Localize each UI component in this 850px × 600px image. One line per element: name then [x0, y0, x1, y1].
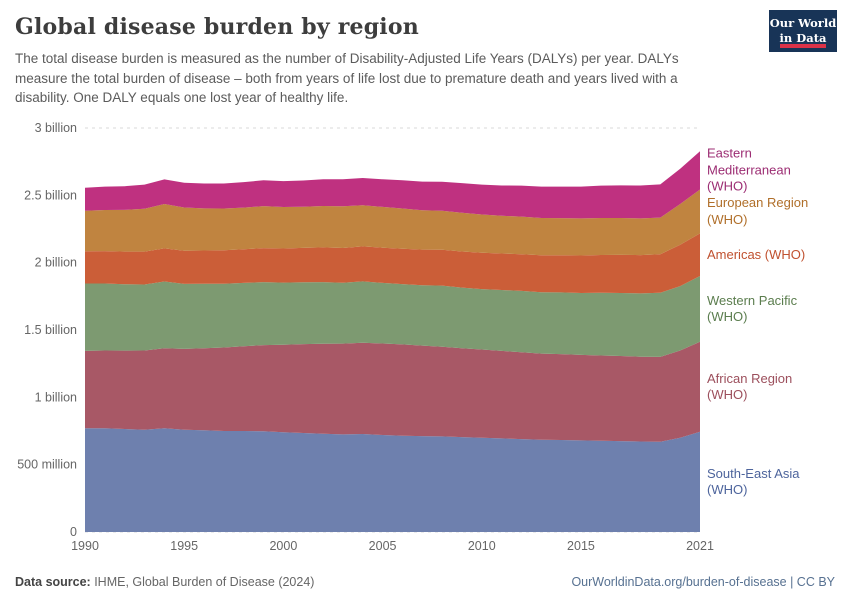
x-tick-label: 2005	[369, 539, 397, 553]
credit-link[interactable]: OurWorldinData.org/burden-of-disease | C…	[571, 575, 835, 589]
data-source: Data source: IHME, Global Burden of Dise…	[15, 575, 314, 589]
data-source-text: IHME, Global Burden of Disease (2024)	[90, 575, 315, 589]
owid-logo[interactable]: Our World in Data	[769, 10, 837, 52]
y-tick-label: 2.5 billion	[24, 188, 77, 202]
x-tick-label: 1990	[71, 539, 99, 553]
y-tick-label: 2 billion	[35, 256, 77, 270]
area-americas[interactable]	[85, 233, 700, 294]
series-legend: South-East Asia (WHO) African Region (WHO…	[707, 0, 833, 600]
chart-subtitle: The total disease burden is measured as …	[15, 51, 679, 106]
chart-header: Global disease burden by region The tota…	[0, 0, 850, 108]
series-label-african-region[interactable]: African Region (WHO)	[707, 370, 793, 402]
x-tick-label: 2015	[567, 539, 595, 553]
x-tick-label: 1995	[170, 539, 198, 553]
y-tick-label: 500 million	[17, 458, 77, 472]
series-label-eastern-mediterranean[interactable]: Eastern Mediterranean (WHO)	[707, 146, 791, 194]
x-tick-label: 2000	[269, 539, 297, 553]
chart-footer: Data source: IHME, Global Burden of Dise…	[15, 575, 835, 589]
series-label-european-region[interactable]: European Region (WHO)	[707, 195, 809, 227]
x-tick-label: 2010	[468, 539, 496, 553]
series-label-south-east-asia[interactable]: South-East Asia (WHO)	[707, 465, 800, 497]
area-south-east-asia[interactable]	[85, 428, 700, 532]
series-label-western-pacific[interactable]: Western Pacific (WHO)	[707, 292, 798, 324]
y-tick-label: 1 billion	[35, 390, 77, 404]
y-tick-label: 1.5 billion	[24, 323, 77, 337]
owid-logo-line1: Our World	[769, 16, 837, 31]
x-tick-label: 2021	[686, 539, 714, 553]
area-african-region[interactable]	[85, 341, 700, 442]
page-title: Global disease burden by region	[15, 14, 419, 40]
y-tick-label: 0	[70, 525, 77, 539]
data-source-label: Data source:	[15, 575, 91, 589]
area-western-pacific[interactable]	[85, 276, 700, 357]
series-label-americas[interactable]: Americas (WHO)	[707, 246, 806, 262]
area-european-region[interactable]	[85, 189, 700, 256]
area-eastern-mediterranean[interactable]	[85, 151, 700, 219]
owid-logo-red-bar	[780, 44, 826, 48]
owid-logo-line2: in Data	[779, 30, 827, 45]
y-tick-label: 3 billion	[35, 121, 77, 135]
